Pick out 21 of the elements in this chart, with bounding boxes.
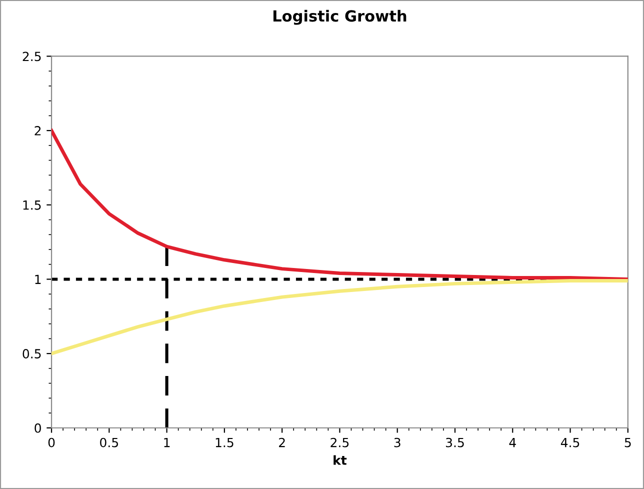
y-tick-label: 0.5 xyxy=(22,349,41,358)
x-tick-label: 4 xyxy=(509,438,516,448)
y-tick-label: 2.5 xyxy=(22,52,41,62)
x-tick-label: 3.5 xyxy=(446,438,464,448)
x-tick-label: 0.5 xyxy=(100,438,118,448)
y-tick-label: 2 xyxy=(34,126,41,136)
x-tick-label: 4.5 xyxy=(560,438,580,448)
x-tick-label: 0 xyxy=(48,438,55,448)
x-tick-label: 2.5 xyxy=(330,438,349,448)
x-tick-label: 1 xyxy=(164,438,170,448)
x-tick-label: 3 xyxy=(394,438,400,448)
chart-title: Logistic Growth xyxy=(273,10,406,25)
x-tick-label: 1.5 xyxy=(216,438,234,448)
line-series xyxy=(52,278,628,356)
x-tick-label: 5 xyxy=(624,438,631,448)
y-tick-label: 1.5 xyxy=(23,200,41,210)
y-tick-label: 1 xyxy=(35,274,41,284)
x-tick-label: 2 xyxy=(279,438,285,448)
line-series xyxy=(52,128,628,281)
x-axis-title: kt xyxy=(334,455,347,465)
y-tick-label: 0 xyxy=(34,423,41,433)
